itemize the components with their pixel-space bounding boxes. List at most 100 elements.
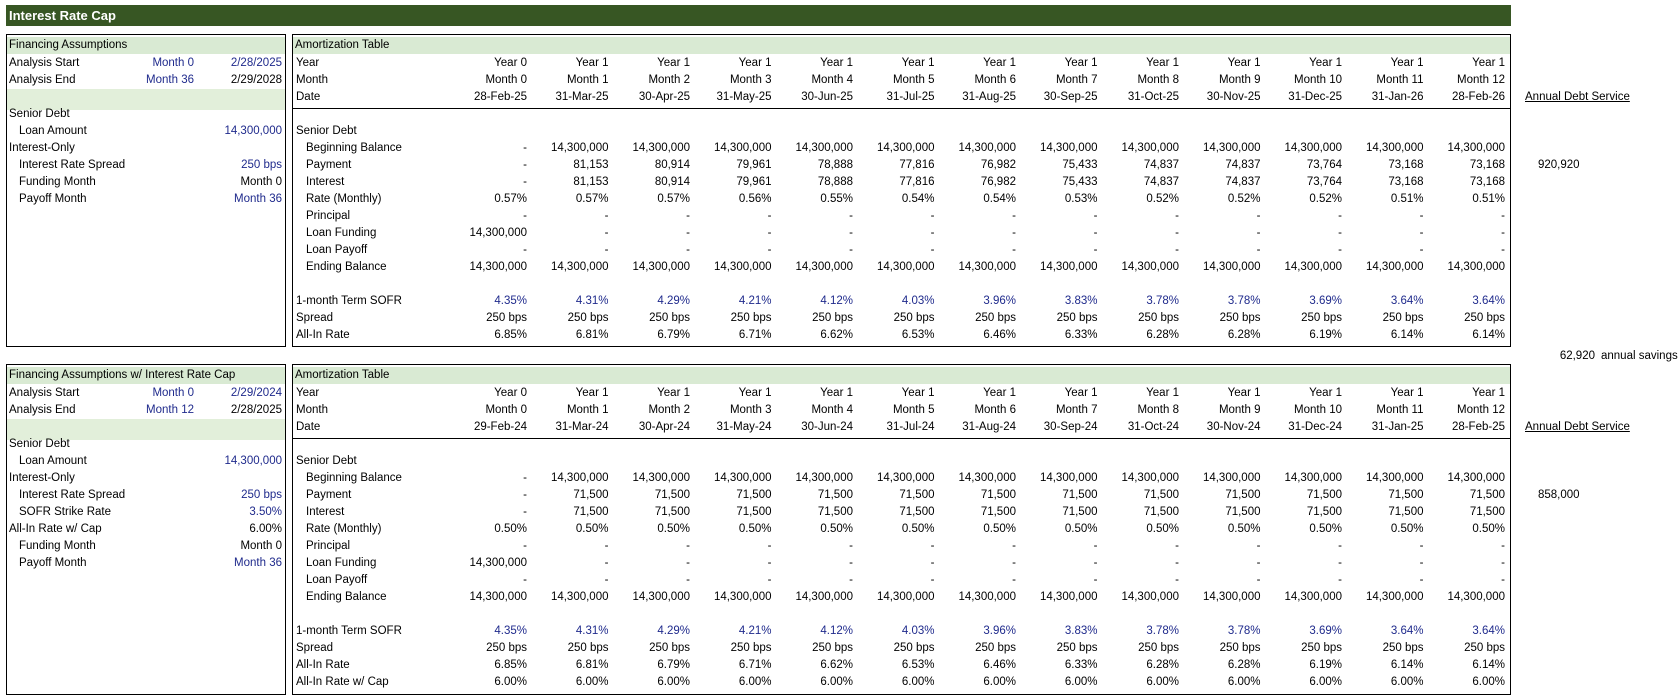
table-cell: 250 bps [486,642,527,654]
table-cell: 3.64% [1390,295,1424,307]
table-cell: - [767,540,772,552]
table-cell: 6.46% [983,329,1016,341]
table-cell: - [604,557,609,569]
assumptions-header: Financing Assumptions [7,37,285,54]
table-cell: 6.14% [1390,329,1424,341]
table-cell: 14,300,000 [713,142,772,154]
year-header-cell: Year 1 [901,57,935,69]
table-cell: 71,500 [1306,489,1342,501]
table-cell: - [1338,227,1342,239]
table-cell: 0.50% [657,523,690,535]
year-header-cell: Year 1 [657,387,690,399]
table-cell: 71,500 [980,489,1016,501]
date-header-cell: 31-Dec-25 [1288,91,1342,103]
table-cell: 6.00% [657,676,690,688]
table-cell: 81,153 [573,176,609,188]
table-cell: 6.53% [901,329,935,341]
year-header-cell: Year 1 [983,57,1016,69]
date-header-cell: 31-Aug-25 [962,91,1016,103]
table-cell: 6.00% [820,676,853,688]
table-cell: 14,300,000 [469,227,527,239]
table-cell: 71,500 [1306,506,1342,518]
table-cell: 3.69% [1309,295,1342,307]
table-cell: 14,300,000 [1365,591,1424,603]
table-cell: - [849,574,853,586]
table-cell: 0.50% [1390,523,1424,535]
table-cell: 14,300,000 [1202,591,1261,603]
year-header-cell: Year 1 [1309,57,1342,69]
table-cell: 14,300,000 [876,142,935,154]
table-cell: - [767,210,772,222]
assumptions-cap-spacer-band [7,419,285,440]
table-cell: 250 bps [730,642,772,654]
date-header-cell: 31-Mar-24 [555,421,609,433]
table-cell: 0.54% [983,193,1016,205]
table-cell: 6.28% [1146,329,1179,341]
date-header-cell: 31-May-25 [716,91,772,103]
year-header-cell: Year 1 [820,387,853,399]
table-cell: - [686,210,690,222]
table-cell: 6.85% [494,329,527,341]
table-cell: - [1501,244,1505,256]
table-cell: 6.00% [1064,676,1098,688]
table-cell: 14,300,000 [958,591,1016,603]
table-cell: 0.53% [1064,193,1098,205]
date-header-cell: 30-Jun-24 [801,421,853,433]
table-cell: - [930,227,935,239]
table-cell: 74,837 [1143,159,1179,171]
table-cell: 14,300,000 [1365,472,1424,484]
table-cell: - [1256,210,1261,222]
table-cell: 14,300,000 [1039,142,1098,154]
table-row-label: Principal [306,540,351,552]
year-header-cell: Year 1 [738,57,772,69]
table-cell: - [686,227,690,239]
table-cell: 14,300,000 [1121,472,1179,484]
assumption-label: Analysis End [9,404,76,416]
table-cell: 0.56% [738,193,772,205]
table-cell: 6.28% [1227,659,1261,671]
assumption-value: 250 bps [241,489,282,501]
date-header-cell: 31-Jul-24 [886,421,935,433]
table-cell: 78,888 [817,159,853,171]
assumption-value: 3.50% [249,506,282,518]
year-header-cell: Year 1 [1309,387,1342,399]
table-cell: - [1012,210,1016,222]
year-header-cell: Year 1 [1146,387,1179,399]
table-cell: 14,300,000 [795,142,853,154]
assumption-value: Month 0 [240,540,282,552]
table-cell: 4.03% [901,295,935,307]
month-header-cell: Month 8 [1137,404,1179,416]
table-cell: 79,961 [736,176,772,188]
table-cell: - [686,540,690,552]
table-cell: - [1012,574,1016,586]
date-header-cell: 31-Oct-25 [1127,91,1179,103]
table-cell: 250 bps [649,312,690,324]
table-cell: - [604,540,609,552]
year-header-cell: Year 1 [1472,57,1505,69]
table-cell: 6.71% [738,329,772,341]
table-cell: 3.78% [1227,295,1261,307]
table-cell: - [523,540,527,552]
annual-debt-service-value: 920,920 [1538,159,1580,171]
table-cell: 4.12% [820,295,853,307]
year-header-cell: Year 1 [983,387,1016,399]
table-cell: 3.83% [1064,295,1098,307]
table-cell: 6.00% [1390,676,1424,688]
assumptions-cap-header: Financing Assumptions w/ Interest Rate C… [7,367,285,384]
table-row-label: Interest [306,506,345,518]
table-cell: 4.31% [575,295,609,307]
table-cell: 0.52% [1227,193,1261,205]
table-cell: 4.35% [494,295,527,307]
date-header-cell: 28-Feb-25 [473,91,527,103]
table-cell: 6.33% [1064,659,1098,671]
table-cell: - [1419,227,1424,239]
table-cell: - [1175,244,1179,256]
table-cell: 14,300,000 [795,472,853,484]
annual-savings-label: annual savings [1601,350,1678,362]
assumption-label: SOFR Strike Rate [19,506,112,518]
table-cell: 71,500 [1062,489,1098,501]
month-header-cell: Month 12 [1457,74,1505,86]
assumption-label: Senior Debt [9,108,70,120]
assumption-label: Payoff Month [19,193,87,205]
table-cell: - [1012,540,1016,552]
